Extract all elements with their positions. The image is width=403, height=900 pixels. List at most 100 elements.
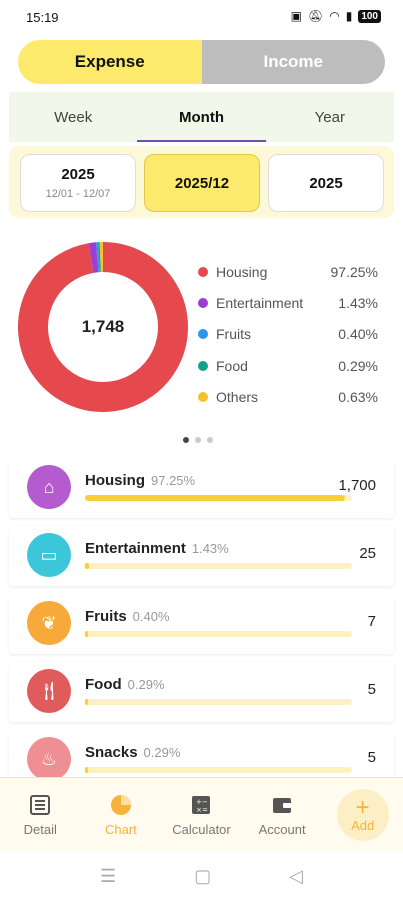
legend-item: Food 0.29% xyxy=(196,350,378,381)
nav-detail[interactable]: Detail xyxy=(0,778,81,852)
nav-add-label: Add xyxy=(351,817,375,833)
expense-income-toggle: Expense Income xyxy=(18,40,385,84)
category-row-housing[interactable]: ⌂ Housing 97.25% 1,700 xyxy=(9,458,394,518)
nav-account-label: Account xyxy=(258,821,306,837)
income-button[interactable]: Income xyxy=(201,40,385,84)
category-name: Housing xyxy=(85,472,145,489)
current-period-button[interactable]: 2025/12 xyxy=(144,154,260,212)
status-icons: ▣ 🔕︎ ◠ ▮ 100 xyxy=(291,9,381,23)
system-navigation: ☰ ▢ ◁ xyxy=(0,852,403,900)
category-progress-track xyxy=(85,631,352,637)
bottom-nav: Detail Chart + − × = Calculator Account … xyxy=(0,777,403,852)
battery-level: 100 xyxy=(358,9,381,23)
expense-button[interactable]: Expense xyxy=(18,40,202,84)
category-progress-track xyxy=(85,699,352,705)
category-amount: 25 xyxy=(359,545,376,562)
next-period-label: 2025 xyxy=(309,174,343,192)
calculator-icon: + − × = xyxy=(192,795,211,814)
nav-account[interactable]: Account xyxy=(242,778,323,852)
fruit-icon: ❦ xyxy=(27,601,71,645)
nav-calculator-label: Calculator xyxy=(172,821,231,837)
category-percent: 0.40% xyxy=(132,609,170,624)
donut-slice-entertainment[interactable] xyxy=(88,242,99,273)
category-amount: 5 xyxy=(367,681,376,698)
status-bar: 15:19 ▣ 🔕︎ ◠ ▮ 100 xyxy=(0,0,403,34)
svg-text:+: + xyxy=(196,798,202,806)
legend-color-dot xyxy=(198,360,208,371)
category-progress-track xyxy=(85,563,352,569)
legend-color-dot xyxy=(198,297,208,308)
add-button[interactable]: + Add xyxy=(336,789,389,841)
mute-icon: 🔕︎ xyxy=(307,9,324,23)
nav-add[interactable]: + Add xyxy=(322,778,403,852)
category-name: Fruits xyxy=(85,608,127,625)
legend-label: Fruits xyxy=(216,326,251,343)
page-dot-active xyxy=(183,437,189,443)
wifi-icon: ◠ xyxy=(329,9,340,23)
category-label: Food 0.29% xyxy=(85,676,165,693)
category-label: Housing 97.25% xyxy=(85,472,195,489)
category-progress-fill xyxy=(85,631,89,637)
legend-item: Others 0.63% xyxy=(196,381,378,412)
category-row-entertainment[interactable]: ▭ Entertainment 1.43% 25 xyxy=(9,526,394,586)
category-label: Fruits 0.40% xyxy=(85,608,170,625)
donut-slice-housing[interactable] xyxy=(18,242,188,412)
legend-item: Entertainment 1.43% xyxy=(196,287,378,318)
nav-chart-label: Chart xyxy=(104,821,137,837)
svg-text:×: × xyxy=(196,806,202,814)
category-amount: 5 xyxy=(367,749,376,766)
category-amount: 7 xyxy=(367,613,376,630)
category-name: Entertainment xyxy=(85,540,186,557)
legend-label: Housing xyxy=(216,263,268,280)
legend-percent: 0.29% xyxy=(338,357,378,374)
category-amount: 1,700 xyxy=(338,477,376,494)
period-tabs: Week Month Year xyxy=(9,92,394,142)
pie-chart-icon xyxy=(110,794,131,815)
category-progress-fill xyxy=(85,495,345,501)
previous-period-label: 2025 xyxy=(61,166,95,183)
tab-year[interactable]: Year xyxy=(314,108,345,126)
tab-week[interactable]: Week xyxy=(54,108,93,126)
gamepad-icon: ▭ xyxy=(27,533,71,577)
category-row-fruits[interactable]: ❦ Fruits 0.40% 7 xyxy=(9,594,394,654)
status-time: 15:19 xyxy=(26,10,59,25)
page-dot xyxy=(195,437,201,443)
page-dot xyxy=(207,437,213,443)
chart-total: 1,748 xyxy=(81,317,125,336)
chart-legend: Housing 97.25% Entertainment 1.43% Fruits 0.4… xyxy=(196,256,378,412)
category-percent: 0.29% xyxy=(143,745,181,760)
legend-percent: 0.63% xyxy=(338,388,378,405)
home-icon[interactable]: ▢ xyxy=(194,865,212,886)
previous-period-button[interactable]: 2025 12/01 - 12/07 xyxy=(20,154,136,212)
page-indicator xyxy=(183,437,213,443)
back-icon[interactable]: ◁ xyxy=(289,865,303,886)
plus-icon: + xyxy=(355,793,370,821)
cutlery-icon: 🍴︎ xyxy=(27,669,71,713)
house-icon: ⌂ xyxy=(27,465,71,509)
donut-chart[interactable] xyxy=(18,242,188,412)
legend-label: Others xyxy=(216,388,259,405)
category-name: Snacks xyxy=(85,744,138,761)
menu-icon[interactable]: ☰ xyxy=(100,865,117,886)
legend-percent: 1.43% xyxy=(338,294,378,311)
category-percent: 97.25% xyxy=(151,473,196,488)
legend-item: Housing 97.25% xyxy=(196,256,378,287)
svg-text:=: = xyxy=(202,806,208,814)
nav-calculator[interactable]: + − × = Calculator xyxy=(161,778,242,852)
nfc-icon: ▣ xyxy=(290,9,302,23)
list-icon xyxy=(30,794,51,815)
current-period-label: 2025/12 xyxy=(174,174,230,192)
nav-chart[interactable]: Chart xyxy=(81,778,162,852)
category-label: Entertainment 1.43% xyxy=(85,540,229,557)
previous-period-range: 12/01 - 12/07 xyxy=(45,188,111,200)
category-progress-track xyxy=(85,495,352,501)
tab-month[interactable]: Month xyxy=(137,92,266,142)
legend-label: Entertainment xyxy=(216,294,304,311)
category-percent: 0.29% xyxy=(127,677,165,692)
category-progress-fill xyxy=(85,563,89,569)
category-row-food[interactable]: 🍴︎ Food 0.29% 5 xyxy=(9,662,394,722)
sim-icon: ▮ xyxy=(345,9,353,23)
legend-percent: 0.40% xyxy=(338,326,378,343)
next-period-button[interactable]: 2025 xyxy=(268,154,384,212)
wallet-icon xyxy=(273,797,292,813)
